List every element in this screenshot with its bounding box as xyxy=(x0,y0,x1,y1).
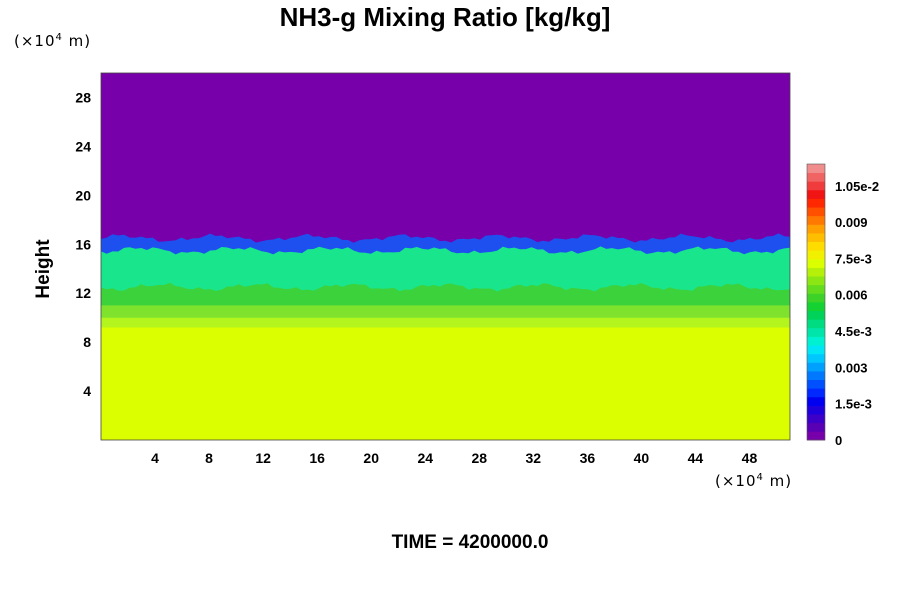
y-tick-label: 20 xyxy=(75,187,91,203)
heatmap-field xyxy=(101,73,790,440)
colorbar-swatch xyxy=(807,327,825,337)
colorbar-swatch xyxy=(807,164,825,174)
colorbar-swatch xyxy=(807,319,825,329)
colorbar-swatch xyxy=(807,198,825,208)
colorbar-swatch xyxy=(807,422,825,432)
colorbar-swatch xyxy=(807,310,825,320)
x-tick-label: 48 xyxy=(742,450,758,466)
colorbar-swatch xyxy=(807,371,825,381)
colorbar-swatch xyxy=(807,431,825,441)
y-tick-label: 8 xyxy=(83,334,91,350)
colorbar-swatch xyxy=(807,215,825,225)
x-tick-label: 24 xyxy=(417,450,433,466)
chart-title: NH3-g Mixing Ratio [kg/kg] xyxy=(279,2,611,32)
x-tick-label: 16 xyxy=(309,450,325,466)
colorbar-swatch xyxy=(807,388,825,398)
x-tick-label: 4 xyxy=(151,450,159,466)
colorbar-tick-label: 7.5e-3 xyxy=(835,251,872,266)
y-unit-label: (×104 m) xyxy=(14,32,92,50)
time-label: TIME = 4200000.0 xyxy=(391,532,549,553)
y-tick-label: 28 xyxy=(75,89,91,105)
colorbar-swatch xyxy=(807,258,825,268)
colorbar-swatch xyxy=(807,172,825,182)
colorbar-swatch xyxy=(807,336,825,346)
colorbar-swatch xyxy=(807,362,825,372)
y-tick-label: 24 xyxy=(75,138,91,154)
colorbar-swatch xyxy=(807,233,825,243)
x-unit-label: (×104 m) xyxy=(715,472,793,490)
colorbar-tick-label: 1.5e-3 xyxy=(835,397,872,412)
colorbar-swatch xyxy=(807,189,825,199)
colorbar-swatch xyxy=(807,405,825,415)
y-tick-label: 12 xyxy=(75,285,91,301)
colorbar-swatch xyxy=(807,379,825,389)
colorbar-tick-label: 0 xyxy=(835,433,842,448)
heatmap-layer xyxy=(101,327,790,440)
colorbar-tick-label: 0.009 xyxy=(835,215,868,230)
colorbar-swatch xyxy=(807,302,825,312)
colorbar-swatch xyxy=(807,181,825,191)
x-tick-label: 44 xyxy=(688,450,704,466)
colorbar-swatch xyxy=(807,284,825,294)
colorbar-swatch xyxy=(807,414,825,424)
x-tick-label: 8 xyxy=(205,450,213,466)
x-tick-label: 12 xyxy=(255,450,271,466)
colorbar-swatch xyxy=(807,276,825,286)
x-tick-label: 20 xyxy=(363,450,379,466)
colorbar-swatch xyxy=(807,224,825,234)
colorbar-tick-label: 0.006 xyxy=(835,288,868,303)
x-tick-label: 36 xyxy=(580,450,596,466)
colorbar-swatch xyxy=(807,293,825,303)
colorbar-tick-label: 1.05e-2 xyxy=(835,179,879,194)
plot-frame xyxy=(100,72,791,441)
x-tick-label: 40 xyxy=(634,450,650,466)
colorbar-swatch xyxy=(807,207,825,217)
y-tick-label: 16 xyxy=(75,236,91,252)
heatmap-layer xyxy=(101,246,790,294)
colorbar-swatch xyxy=(807,250,825,260)
colorbar-swatch xyxy=(807,345,825,355)
colorbar-swatch xyxy=(807,396,825,406)
y-tick-label: 4 xyxy=(83,383,91,399)
colorbar-tick-label: 0.003 xyxy=(835,360,868,375)
colorbar-tick-label: 4.5e-3 xyxy=(835,324,872,339)
colorbar-swatch xyxy=(807,241,825,251)
y-axis-label: Height xyxy=(33,239,54,299)
x-tick-label: 28 xyxy=(471,450,487,466)
x-tick-label: 32 xyxy=(526,450,542,466)
heatmap-layer xyxy=(101,282,790,312)
colorbar-frame xyxy=(806,163,826,441)
heatmap-layer xyxy=(101,73,790,245)
colorbar-swatch xyxy=(807,267,825,277)
colorbar-swatch xyxy=(807,353,825,363)
